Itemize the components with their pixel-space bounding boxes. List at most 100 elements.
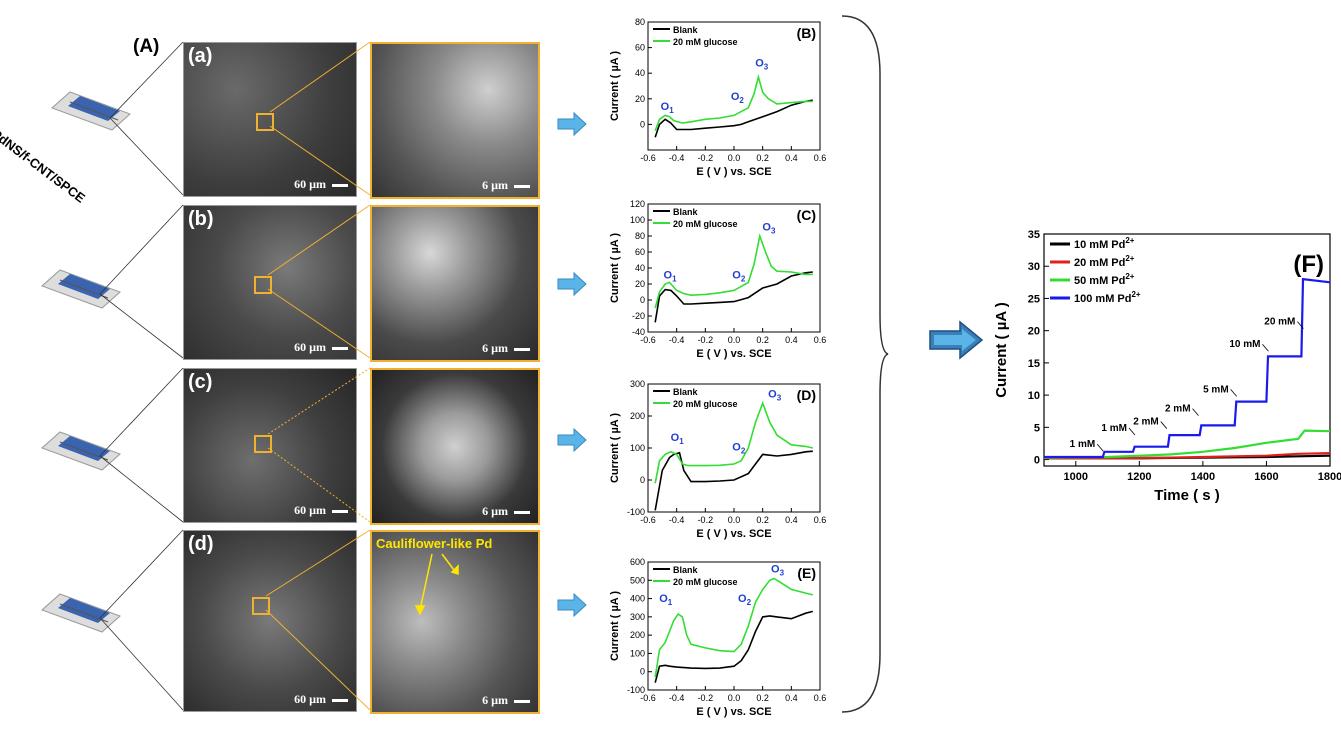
series-line: [1043, 429, 1331, 459]
step-annotation: 10 mM: [1229, 339, 1260, 350]
x-tick-label: -0.6: [640, 335, 656, 345]
zoom-box: [254, 276, 272, 294]
x-tick-label: 0.4: [785, 693, 798, 703]
legend-label: 20 mM Pd2+: [1074, 254, 1135, 269]
x-axis-label: E ( V ) vs. SCE: [696, 166, 771, 178]
y-tick-label: 600: [630, 557, 645, 567]
scale-bar: 60 µm: [294, 692, 348, 707]
zoom-box: [256, 113, 274, 131]
step-arrow: [1128, 427, 1136, 436]
cv-chart-b: -0.6 -0.4 -0.2 0.0 0.2 0.4 0.6 0 20 40 60 80 E ( V )…: [609, 17, 827, 178]
arrow-icon: [557, 112, 587, 136]
electrode-icon: [41, 593, 121, 633]
x-tick-label: -0.6: [640, 693, 656, 703]
cv-chart-c: -0.6 -0.4 -0.2 0.0 0.2 0.4 0.6 -40 -20 0 20 40 60 80 1…: [609, 199, 827, 360]
step-annotation: 5 mM: [1203, 384, 1229, 395]
peak-label: O1: [671, 432, 685, 446]
y-axis-label: Current ( µA ): [609, 591, 621, 661]
panel-label: (C): [797, 207, 816, 223]
x-tick-label: 0.6: [814, 515, 827, 525]
y-tick-label: 35: [1028, 229, 1040, 241]
panel-label: (B): [797, 25, 816, 41]
amperometry-chart-f: 1000 1200 1400 1600 1800 0 5 10 15 20 25 30 35 Time (…: [993, 229, 1341, 504]
y-tick-label: 120: [630, 199, 645, 209]
panel-label: (E): [797, 565, 816, 581]
y-tick-label: 40: [635, 263, 645, 273]
legend-label: 50 mM Pd2+: [1074, 272, 1135, 287]
x-tick-label: -0.2: [698, 515, 714, 525]
x-tick-label: 1800: [1318, 471, 1341, 483]
x-tick-label: -0.2: [698, 153, 714, 163]
y-tick-label: 200: [630, 630, 645, 640]
scale-bar: 6 µm: [482, 178, 530, 193]
y-tick-label: 5: [1034, 422, 1040, 434]
step-annotation: 1 mM: [1070, 439, 1096, 450]
sem-letter: (b): [188, 208, 214, 230]
scale-text: 60 µm: [294, 692, 326, 706]
big-arrow-icon: [929, 320, 984, 360]
x-tick-label: 0.2: [756, 515, 769, 525]
electrode-icon: [51, 91, 131, 131]
legend-label: Blank: [673, 565, 699, 575]
y-tick-label: 100: [630, 443, 645, 453]
y-tick-label: 20: [635, 279, 645, 289]
scale-text: 6 µm: [482, 693, 508, 707]
y-tick-label: 400: [630, 594, 645, 604]
cv-chart-e: -0.6 -0.4 -0.2 0.0 0.2 0.4 0.6 -100 0 100 200 300 40…: [609, 557, 826, 718]
sem-image-a: (a) 60 µm: [183, 42, 357, 197]
scale-bar: 60 µm: [294, 177, 348, 192]
series-line: [654, 400, 813, 484]
y-tick-label: 300: [630, 612, 645, 622]
y-tick-label: 0: [640, 667, 645, 677]
y-tick-label: 25: [1028, 293, 1040, 305]
arrow-icon: [557, 593, 587, 617]
scale-text: 6 µm: [482, 504, 508, 518]
zoom-connector-lines: [265, 41, 371, 711]
y-tick-label: 300: [630, 379, 645, 389]
x-tick-label: -0.4: [669, 335, 685, 345]
sem-letter: (d): [188, 533, 214, 555]
sem-image-c: (c) 60 µm: [183, 368, 357, 523]
peak-label: O1: [664, 269, 678, 283]
x-tick-label: -0.6: [640, 153, 656, 163]
x-tick-label: -0.2: [698, 693, 714, 703]
step-arrow: [1230, 389, 1237, 397]
scale-text: 6 µm: [482, 178, 508, 192]
x-tick-label: 0.6: [814, 335, 827, 345]
step-arrow: [1160, 421, 1168, 429]
electrode-icon: [41, 431, 121, 471]
scale-text: 60 µm: [294, 177, 326, 191]
legend-label: 20 mM glucose: [673, 399, 738, 409]
x-axis-label: E ( V ) vs. SCE: [696, 706, 771, 718]
step-arrow: [1192, 408, 1199, 416]
y-axis-label: Current ( µA ): [609, 413, 621, 483]
sem-zoom-d: Cauliflower-like Pd 6 µm: [370, 530, 540, 714]
x-tick-label: 0.6: [814, 153, 827, 163]
y-tick-label: 200: [630, 411, 645, 421]
y-tick-label: 20: [635, 94, 645, 104]
legend-label: 20 mM glucose: [673, 37, 738, 47]
series-line: [1044, 452, 1331, 460]
annotation-label: Cauliflower-like Pd: [376, 536, 493, 551]
arrow-icon: [557, 428, 587, 452]
step-arrow: [1262, 343, 1269, 352]
sem-zoom-c: 6 µm: [370, 368, 540, 525]
step-annotation: 2 mM: [1165, 404, 1191, 415]
series-line: [654, 99, 813, 138]
legend-label: Blank: [673, 207, 699, 217]
series-line: [654, 577, 813, 678]
scale-bar: 6 µm: [482, 504, 530, 519]
y-tick-label: 60: [635, 43, 645, 53]
connector-lines: [99, 41, 184, 711]
x-tick-label: 0.2: [756, 335, 769, 345]
legend-label: Blank: [673, 25, 699, 35]
series-line: [1044, 277, 1331, 459]
x-tick-label: -0.4: [669, 693, 685, 703]
arrow-icon: [557, 272, 587, 296]
x-tick-label: 1200: [1127, 471, 1151, 483]
panel-a-label: (A): [133, 36, 160, 57]
peak-label: O3: [755, 58, 769, 72]
legend-label: 100 mM Pd2+: [1074, 290, 1141, 305]
y-tick-label: 15: [1028, 358, 1040, 370]
step-arrow: [1297, 321, 1304, 329]
